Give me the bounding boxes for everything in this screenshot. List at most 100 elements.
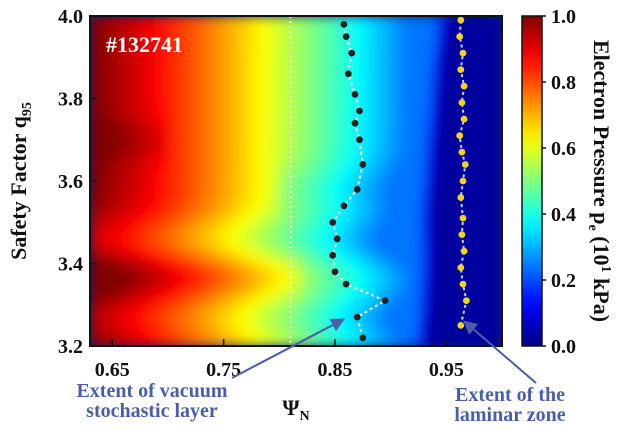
heatmap-cell <box>106 101 113 107</box>
heatmap-cell <box>268 141 275 147</box>
heatmap-cell <box>329 341 336 346</box>
heatmap-cell <box>334 121 342 127</box>
heatmap-cell <box>245 146 253 152</box>
heatmap-cell <box>112 201 119 207</box>
heatmap-cell <box>128 76 136 82</box>
heatmap-cell <box>323 296 331 302</box>
heatmap-cell <box>240 36 247 42</box>
heatmap-cell <box>474 31 481 37</box>
heatmap-cell <box>385 146 392 152</box>
heatmap-cell <box>429 106 436 112</box>
heatmap-cell <box>240 276 247 282</box>
heatmap-cell <box>134 221 141 227</box>
heatmap-cell <box>407 306 414 312</box>
heatmap-cell <box>223 81 230 87</box>
heatmap-cell <box>451 76 459 82</box>
heatmap-cell <box>429 331 436 337</box>
heatmap-cell <box>307 156 314 162</box>
heatmap-cell <box>112 126 119 132</box>
heatmap-cell <box>140 251 147 257</box>
heatmap-cell <box>451 211 459 217</box>
heatmap-cell <box>474 276 481 282</box>
heatmap-cell <box>440 46 447 52</box>
heatmap-cell <box>357 341 364 346</box>
heatmap-cell <box>440 326 447 332</box>
heatmap-cell <box>457 336 464 342</box>
heatmap-cell <box>490 126 498 132</box>
heatmap-cell <box>117 211 125 217</box>
heatmap-cell <box>457 251 464 257</box>
heatmap-cell <box>368 196 375 202</box>
heatmap-cell <box>357 26 364 32</box>
heatmap-cell <box>123 136 130 142</box>
heatmap-cell <box>485 231 492 237</box>
heatmap-cell <box>90 121 97 127</box>
heatmap-cell <box>134 136 141 142</box>
heatmap-cell <box>401 211 408 217</box>
heatmap-cell <box>368 261 375 267</box>
heatmap-cell <box>145 76 152 82</box>
heatmap-cell <box>101 316 108 322</box>
heatmap-cell <box>101 261 108 267</box>
heatmap-cell <box>435 216 442 222</box>
heatmap-cell <box>223 331 230 337</box>
heatmap-cell <box>463 201 470 207</box>
heatmap-cell <box>179 111 186 117</box>
heatmap-cell <box>112 321 119 327</box>
heatmap-cell <box>201 266 208 272</box>
heatmap-cell <box>479 201 486 207</box>
heatmap-cell <box>195 271 202 277</box>
heatmap-cell <box>140 241 147 247</box>
heatmap-cell <box>385 176 392 182</box>
heatmap-cell <box>301 151 308 157</box>
heatmap-cell <box>401 136 408 142</box>
heatmap-cell <box>145 66 152 72</box>
heatmap-cell <box>318 246 325 252</box>
heatmap-cell <box>474 51 481 57</box>
heatmap-cell <box>457 161 464 167</box>
heatmap-cell <box>95 31 102 37</box>
heatmap-cell <box>229 36 236 42</box>
series-2-point <box>459 49 467 57</box>
heatmap-cell <box>463 141 470 147</box>
heatmap-cell <box>106 196 113 202</box>
heatmap-cell <box>162 21 169 27</box>
heatmap-cell <box>212 196 219 202</box>
heatmap-cell <box>496 231 502 237</box>
heatmap-cell <box>212 181 219 187</box>
heatmap-cell <box>184 251 191 257</box>
heatmap-cell <box>112 221 119 227</box>
heatmap-cell <box>485 61 492 67</box>
heatmap-cell <box>179 71 186 77</box>
heatmap-cell <box>223 251 230 257</box>
heatmap-cell <box>151 21 158 27</box>
heatmap-cell <box>301 241 308 247</box>
heatmap-cell <box>301 96 308 102</box>
heatmap-cell <box>373 96 381 102</box>
heatmap-cell <box>396 86 403 92</box>
heatmap-cell <box>362 281 369 287</box>
heatmap-cell <box>396 66 403 72</box>
heatmap-cell <box>284 316 292 322</box>
heatmap-cell <box>385 31 392 37</box>
heatmap-cell <box>457 286 464 292</box>
heatmap-cell <box>284 306 292 312</box>
heatmap-cell <box>301 216 308 222</box>
heatmap-cell <box>162 271 169 277</box>
heatmap-cell <box>301 276 308 282</box>
heatmap-cell <box>296 136 303 142</box>
heatmap-cell <box>284 36 292 42</box>
heatmap-cell <box>245 66 253 72</box>
heatmap-cell <box>373 191 381 197</box>
heatmap-cell <box>117 216 125 222</box>
heatmap-cell <box>379 216 386 222</box>
heatmap-cell <box>351 226 358 232</box>
heatmap-cell <box>446 26 453 32</box>
heatmap-cell <box>195 111 202 117</box>
heatmap-cell <box>117 121 125 127</box>
heatmap-cell <box>212 176 219 182</box>
heatmap-cell <box>373 161 381 167</box>
heatmap-cell <box>184 21 191 27</box>
heatmap-cell <box>201 36 208 42</box>
heatmap-cell <box>401 271 408 277</box>
